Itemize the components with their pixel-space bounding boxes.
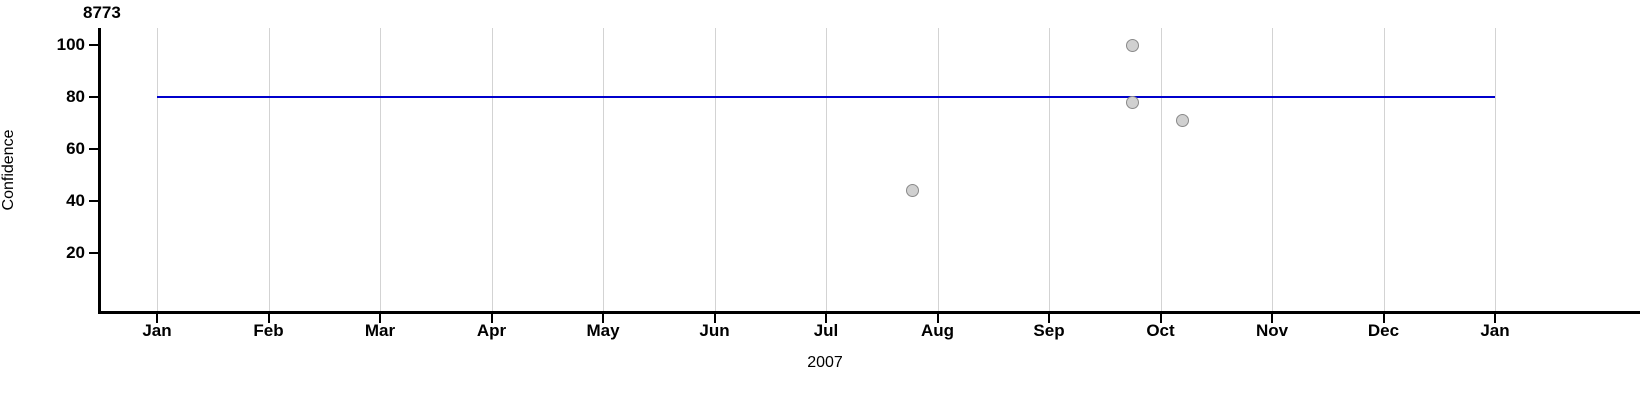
x-tick-mark-6: [825, 314, 827, 323]
x-tick-label-jun-5: Jun: [699, 321, 730, 340]
x-tick-label-jan-0: Jan: [142, 321, 172, 340]
data-point[interactable]: [1126, 38, 1140, 52]
x-tick-label-dec-11: Dec: [1367, 321, 1400, 340]
y-tick-mark-20: [89, 252, 98, 254]
x-tick-label-sep-8: Sep: [1033, 321, 1065, 340]
gridline-jan-12: [1495, 28, 1496, 311]
data-point[interactable]: [1126, 95, 1140, 109]
y-axis-line: [98, 28, 101, 314]
x-tick-mark-7: [936, 314, 939, 323]
gridline-feb-1: [268, 28, 270, 311]
gridline-jan-0: [157, 28, 158, 311]
x-tick-label-nov-10: Nov: [1255, 321, 1289, 340]
chart-title: 8773: [83, 3, 121, 22]
x-tick-label-jan-12: Jan: [1480, 321, 1510, 340]
x-axis-title: 2007: [807, 354, 843, 371]
gridline-sep-8: [1049, 28, 1050, 311]
y-axis-title: Confidence: [0, 129, 17, 211]
y-tick-label-60: 60: [66, 139, 85, 158]
x-tick-label-may-4: May: [586, 321, 620, 340]
gridline-apr-3: [491, 28, 493, 311]
x-tick-label-oct-9: Oct: [1146, 321, 1175, 340]
x-tick-label-aug-7: Aug: [920, 321, 955, 340]
y-tick-label-100: 100: [56, 35, 85, 54]
y-tick-mark-100: [89, 44, 98, 46]
x-tick-mark-9: [1159, 314, 1162, 323]
x-tick-label-apr-3: Apr: [476, 321, 507, 340]
x-tick-label-mar-2: Mar: [364, 321, 396, 340]
gridline-oct-9: [1160, 28, 1162, 311]
x-tick-mark-12: [1494, 314, 1496, 323]
gridline-dec-11: [1383, 28, 1385, 311]
x-tick-mark-4: [602, 314, 604, 323]
gridline-jul-6: [826, 28, 827, 311]
x-axis-line: [98, 311, 1640, 314]
gridline-mar-2: [380, 28, 381, 311]
x-tick-mark-0: [156, 314, 158, 323]
y-tick-mark-60: [89, 148, 98, 150]
x-tick-mark-10: [1271, 314, 1273, 323]
data-point[interactable]: [1176, 113, 1190, 127]
data-point[interactable]: [906, 184, 920, 198]
gridline-jun-5: [714, 28, 716, 311]
y-tick-mark-40: [89, 200, 98, 202]
x-tick-label-jul-6: Jul: [813, 321, 839, 340]
y-tick-label-40: 40: [66, 191, 85, 210]
x-tick-label-feb-1: Feb: [253, 321, 284, 340]
gridline-may-4: [603, 28, 604, 311]
x-tick-mark-11: [1382, 314, 1385, 323]
y-tick-label-80: 80: [66, 87, 85, 106]
threshold-reference-line: [157, 96, 1495, 98]
x-tick-mark-8: [1048, 314, 1050, 323]
x-tick-mark-3: [490, 314, 493, 323]
x-tick-mark-5: [713, 314, 716, 323]
y-tick-mark-80: [89, 96, 98, 98]
gridline-aug-7: [937, 28, 939, 311]
x-tick-mark-1: [267, 314, 270, 323]
y-tick-label-20: 20: [66, 243, 85, 262]
gridline-nov-10: [1272, 28, 1273, 311]
x-tick-mark-2: [379, 314, 381, 323]
